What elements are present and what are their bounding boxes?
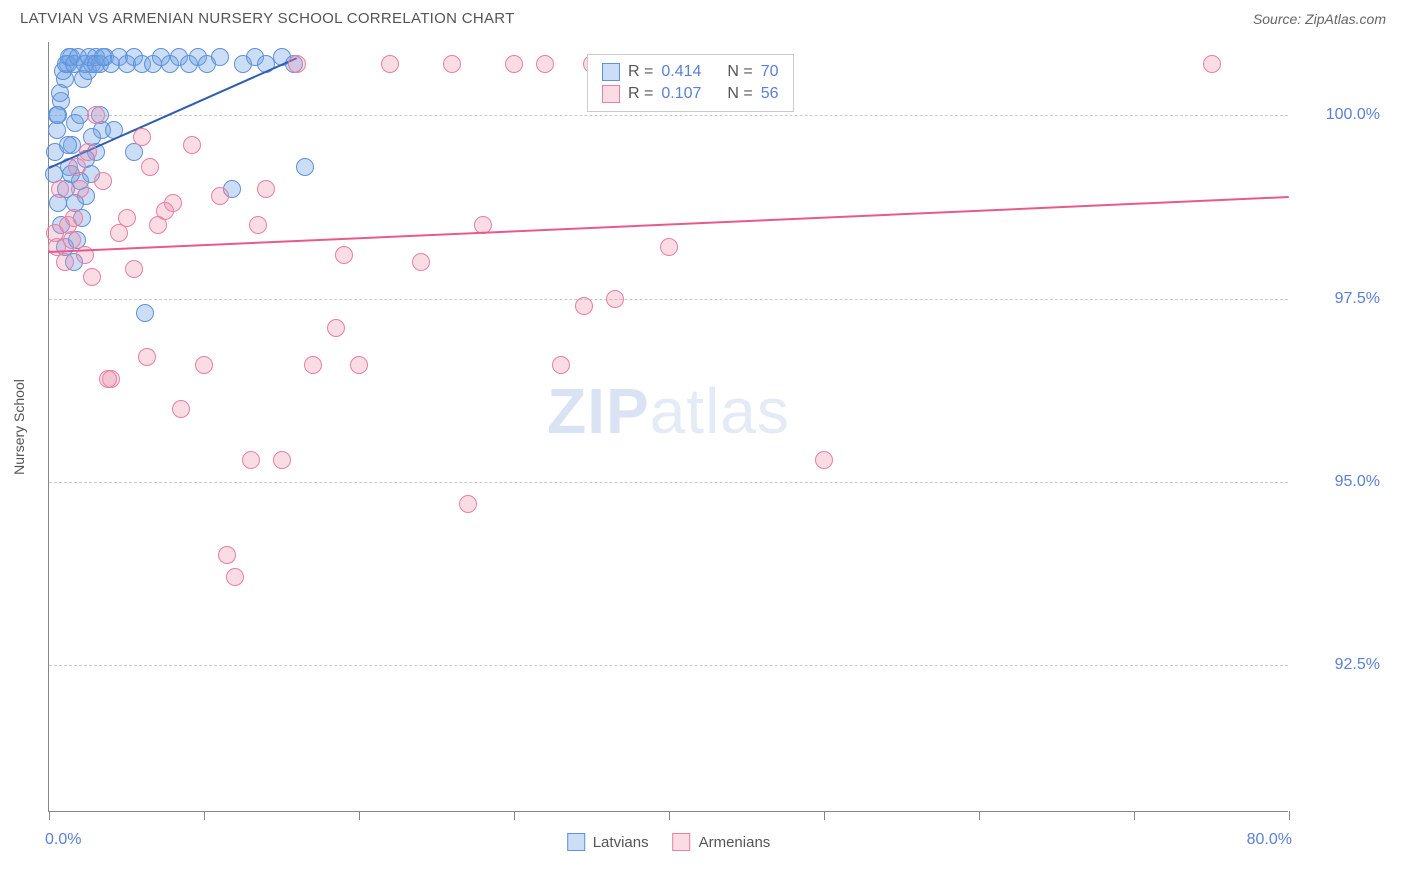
x-axis-max-label: 80.0% (1247, 831, 1292, 849)
gridline (49, 482, 1288, 483)
y-axis-label: Nursery School (11, 379, 27, 475)
legend-swatch (602, 85, 620, 103)
x-tick (1289, 811, 1290, 820)
legend-item: Armenians (673, 833, 771, 851)
data-point (606, 290, 624, 308)
gridline (49, 665, 1288, 666)
stats-legend-row: R = 0.107 N = 56 (602, 83, 779, 105)
chart-header: LATVIAN VS ARMENIAN NURSERY SCHOOL CORRE… (0, 0, 1406, 31)
x-tick (514, 811, 515, 820)
data-point (536, 55, 554, 73)
x-axis-min-label: 0.0% (45, 831, 81, 849)
r-label: R = (628, 85, 653, 103)
data-point (1203, 55, 1221, 73)
n-value: 56 (761, 85, 779, 103)
data-point (71, 180, 89, 198)
data-point (249, 216, 267, 234)
data-point (273, 451, 291, 469)
data-point (660, 238, 678, 256)
n-label: N = (727, 63, 752, 81)
data-point (242, 451, 260, 469)
r-value: 0.107 (661, 85, 701, 103)
data-point (327, 319, 345, 337)
data-point (304, 356, 322, 374)
data-point (505, 55, 523, 73)
r-value: 0.414 (661, 63, 701, 81)
data-point (56, 253, 74, 271)
data-point (335, 246, 353, 264)
chart-title: LATVIAN VS ARMENIAN NURSERY SCHOOL CORRE… (20, 10, 515, 27)
r-label: R = (628, 63, 653, 81)
x-tick (204, 811, 205, 820)
series-legend: Latvians Armenians (567, 833, 771, 851)
x-tick (1134, 811, 1135, 820)
data-point (94, 172, 112, 190)
legend-swatch (673, 833, 691, 851)
data-point (296, 158, 314, 176)
data-point (226, 568, 244, 586)
y-tick-label: 100.0% (1300, 106, 1380, 124)
chart-source: Source: ZipAtlas.com (1253, 11, 1386, 27)
data-point (195, 356, 213, 374)
data-point (412, 253, 430, 271)
data-point (211, 48, 229, 66)
x-tick (824, 811, 825, 820)
stats-legend-row: R = 0.414 N = 70 (602, 61, 779, 83)
data-point (68, 158, 86, 176)
data-point (575, 297, 593, 315)
gridline (49, 299, 1288, 300)
data-point (51, 84, 69, 102)
n-value: 70 (761, 63, 779, 81)
data-point (87, 106, 105, 124)
data-point (815, 451, 833, 469)
data-point (183, 136, 201, 154)
data-point (257, 180, 275, 198)
data-point (99, 370, 117, 388)
y-tick-label: 95.0% (1300, 473, 1380, 491)
data-point (350, 356, 368, 374)
data-point (459, 495, 477, 513)
y-tick-label: 92.5% (1300, 656, 1380, 674)
data-point (443, 55, 461, 73)
gridline (49, 115, 1288, 116)
x-tick (359, 811, 360, 820)
x-tick (979, 811, 980, 820)
data-point (94, 48, 112, 66)
data-point (133, 128, 151, 146)
data-point (211, 187, 229, 205)
x-tick (49, 811, 50, 820)
x-tick (669, 811, 670, 820)
y-tick-label: 97.5% (1300, 290, 1380, 308)
data-point (125, 260, 143, 278)
data-point (83, 268, 101, 286)
legend-swatch (567, 833, 585, 851)
data-point (218, 546, 236, 564)
data-point (136, 304, 154, 322)
legend-swatch (602, 63, 620, 81)
stats-legend: R = 0.414 N = 70 R = 0.107 N = 56 (587, 54, 794, 112)
data-point (51, 180, 69, 198)
data-point (288, 55, 306, 73)
data-point (172, 400, 190, 418)
data-point (65, 209, 83, 227)
data-point (381, 55, 399, 73)
legend-label: Latvians (593, 834, 649, 851)
data-point (48, 106, 66, 124)
data-point (138, 348, 156, 366)
data-point (141, 158, 159, 176)
legend-item: Latvians (567, 833, 649, 851)
data-point (59, 136, 77, 154)
data-point (552, 356, 570, 374)
scatter-chart: Nursery School ZIPatlas 92.5%95.0%97.5%1… (48, 42, 1288, 812)
legend-label: Armenians (699, 834, 771, 851)
data-point (156, 202, 174, 220)
data-point (46, 224, 64, 242)
n-label: N = (727, 85, 752, 103)
watermark: ZIPatlas (547, 374, 790, 448)
data-point (110, 224, 128, 242)
